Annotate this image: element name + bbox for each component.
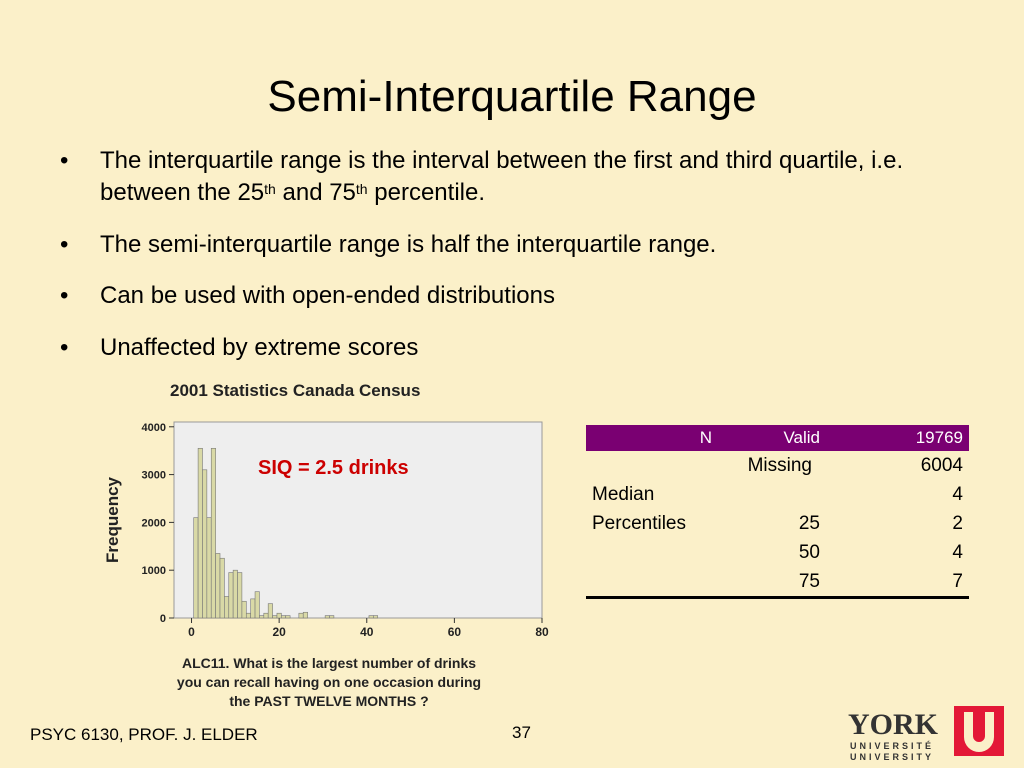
bullet-text: The semi-interquartile range is half the… <box>100 231 717 258</box>
caption-line: ALC11. What is the largest number of dri… <box>181 655 477 671</box>
table-row: 50 4 <box>586 538 969 567</box>
bullet-text: and 75 <box>275 179 356 206</box>
histogram-bar <box>193 517 199 619</box>
bullet-marker: • <box>60 147 69 174</box>
histogram-bar <box>219 557 225 619</box>
statistics-table: N Valid 19769 Missing 6004 Median 4 Perc… <box>586 425 969 599</box>
table-row: N Valid 19769 <box>586 425 969 451</box>
histogram-bar <box>302 611 308 619</box>
table-cell: 7 <box>826 567 969 599</box>
histogram-bar <box>250 598 256 619</box>
table-row: Percentiles 25 2 <box>586 509 969 538</box>
histogram-bar <box>285 615 291 619</box>
caption-line: the PAST TWELVE MONTHS ? <box>229 693 429 709</box>
histogram-bar <box>368 615 374 619</box>
table-cell: Missing <box>747 454 812 476</box>
bullet-item: • The interquartile range is the interva… <box>52 145 952 209</box>
bullet-marker: • <box>60 282 69 309</box>
bullet-marker: • <box>60 231 69 258</box>
logo-line-universite: UNIVERSITÉ <box>850 741 934 751</box>
histogram-bar <box>245 612 251 619</box>
x-tick-label: 80 <box>535 625 549 639</box>
york-university-logo: YORK UNIVERSITÉ UNIVERSITY <box>848 706 1004 762</box>
table-cell <box>586 538 718 567</box>
table-cell: 6004 <box>920 454 963 476</box>
y-tick-label: 0 <box>160 613 166 625</box>
siq-annotation: SIQ = 2.5 drinks <box>258 457 409 479</box>
histogram-bar <box>224 596 230 619</box>
histogram-bar <box>232 569 238 619</box>
y-axis-label: Frequency <box>103 476 122 563</box>
table-cell: Percentiles <box>592 512 686 534</box>
bullet-item: • The semi-interquartile range is half t… <box>52 229 952 261</box>
x-tick-label: 40 <box>360 625 374 639</box>
x-tick-label: 20 <box>272 625 286 639</box>
superscript: th <box>264 181 276 197</box>
table-cell: 25 <box>798 512 820 534</box>
histogram-bar <box>228 572 234 619</box>
histogram-bar <box>281 615 287 619</box>
table-cell: N <box>586 425 718 451</box>
y-tick-label: 1000 <box>142 565 166 577</box>
histogram-bar <box>259 615 265 619</box>
bullet-text: Unaffected by extreme scores <box>100 334 419 361</box>
table-cell: 75 <box>718 567 826 599</box>
histogram-bar <box>324 615 330 619</box>
bullet-item: • Can be used with open-ended distributi… <box>52 280 952 312</box>
logo-line-university: UNIVERSITY <box>850 752 934 762</box>
y-tick-label: 4000 <box>142 422 166 434</box>
histogram-bar <box>215 553 221 619</box>
table-cell <box>718 480 826 509</box>
histogram-bar <box>210 447 216 619</box>
bullet-marker: • <box>60 334 69 361</box>
bullet-text: Can be used with open-ended distribution… <box>100 282 555 309</box>
table-row: 75 7 <box>586 567 969 599</box>
table-cell <box>586 451 718 480</box>
histogram-bar <box>197 447 203 619</box>
histogram-bar <box>254 591 260 619</box>
table-cell: Valid <box>718 425 826 451</box>
table-cell: 50 <box>798 541 820 563</box>
bullet-text: percentile. <box>367 179 485 206</box>
caption-line: you can recall having on one occasion du… <box>176 674 482 690</box>
histogram-bar <box>272 615 278 619</box>
y-tick-label: 2000 <box>142 517 166 529</box>
table-cell <box>586 567 718 599</box>
table-cell: 19769 <box>826 425 969 451</box>
x-tick-label: 0 <box>188 625 195 639</box>
bullet-text: The interquartile range is the interval … <box>100 147 904 206</box>
bullet-item: • Unaffected by extreme scores <box>52 332 952 364</box>
histogram-chart: 2001 Statistics Canada Census 0 1000 2000 3… <box>94 378 554 711</box>
slide-title: Semi-Interquartile Range <box>267 72 757 121</box>
histogram-bar <box>276 612 282 619</box>
histogram-bar <box>298 612 304 619</box>
table-row: Missing 6004 <box>586 451 969 480</box>
x-tick-label: 60 <box>448 625 462 639</box>
table-cell: 4 <box>952 483 963 505</box>
footer-course: PSYC 6130, PROF. J. ELDER <box>30 725 258 744</box>
histogram-svg: 0 1000 2000 3000 4000 0 20 40 60 80 Frequency <box>103 421 549 639</box>
page-number: 37 <box>512 723 531 742</box>
histogram-bar <box>329 615 335 619</box>
table-cell: 4 <box>952 541 963 563</box>
histogram-bar <box>267 603 273 619</box>
bullet-list: • The interquartile range is the interva… <box>52 145 952 384</box>
histogram-bar <box>237 572 243 619</box>
y-tick-label: 3000 <box>142 470 166 482</box>
logo-wordmark: YORK <box>848 708 939 741</box>
logo-u-glyph <box>964 712 994 752</box>
histogram-bar <box>263 612 269 619</box>
chart-caption: ALC11. What is the largest number of dri… <box>164 654 494 711</box>
table-cell: Median <box>592 483 655 505</box>
table-cell: 2 <box>952 512 963 534</box>
superscript: th <box>355 181 368 197</box>
histogram-bar <box>373 615 379 619</box>
chart-title: 2001 Statistics Canada Census <box>170 381 421 400</box>
histogram-bar <box>206 517 212 619</box>
histogram-bar <box>241 600 247 619</box>
table-row: Median 4 <box>586 480 969 509</box>
histogram-bar <box>202 469 208 619</box>
